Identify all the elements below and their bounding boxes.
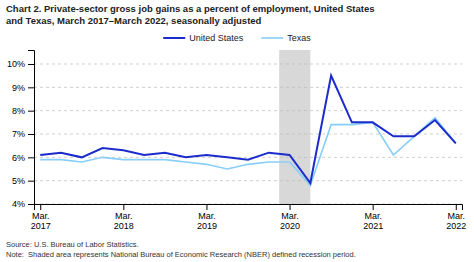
y-tick-label: 4% [12,199,25,209]
x-tick-label-line: 2017 [31,221,51,231]
legend-label: United States [189,33,244,43]
x-tick: Mar.2018 [114,204,134,231]
y-tick-mark [28,64,34,65]
x-tick: Mar.2019 [197,204,217,231]
legend-swatch [261,37,283,39]
grid-line [34,180,462,181]
series-line [40,118,456,186]
legend-label: Texas [287,33,311,43]
y-tick-label: 9% [12,83,25,93]
y-tick: 10% [7,59,34,69]
x-tick-label-line: Mar. [115,211,133,221]
x-tick: Mar.2022 [446,204,466,231]
title-line: Chart 2. Private-sector gross job gains … [6,3,375,14]
x-tick-label: Mar.2019 [197,211,217,231]
y-tick-label: 6% [12,153,25,163]
legend-item: United States [163,33,244,43]
grid-line [34,134,462,135]
y-tick-mark [28,157,34,158]
x-tick: Mar.2021 [363,204,383,231]
x-tick-label-line: 2021 [363,221,383,231]
grid-line [34,204,462,205]
y-tick: 9% [12,83,34,93]
x-axis: Mar.2017Mar.2018Mar.2019Mar.2020Mar.2021… [31,204,467,231]
x-tick-label-line: Mar. [364,211,382,221]
x-tick-label-line: 2020 [280,221,300,231]
x-tick-label: Mar.2018 [114,211,134,231]
x-tick: Mar.2017 [31,204,51,231]
x-tick: Mar.2020 [280,204,300,231]
x-tick-mark [290,204,291,210]
x-tick-mark [40,204,41,210]
y-tick-mark [28,87,34,88]
source-note-line: Note: Shaded area represents National Bu… [6,250,356,259]
y-tick: 8% [12,106,34,116]
title-line: and Texas, March 2017–March 2022, season… [6,15,262,26]
x-tick-label-line: Mar. [281,211,299,221]
y-axis-line [28,51,35,205]
y-tick: 6% [12,153,34,163]
x-tick-label-line: Mar. [32,211,50,221]
y-tick: 7% [12,129,34,139]
y-tick-mark [28,204,34,205]
y-tick-label: 7% [12,129,25,139]
x-tick-label: Mar.2022 [446,211,466,231]
x-tick-mark [373,204,374,210]
title: Chart 2. Private-sector gross job gains … [6,3,375,26]
y-axis: 4% 5% 6% 7% 8% 9% 10% [7,51,35,210]
y-tick-label: 8% [12,106,25,116]
y-tick: 4% [12,199,34,209]
grid-line [34,64,462,65]
x-tick-label: Mar.2021 [363,211,383,231]
y-tick-mark [28,181,34,182]
grid [34,64,462,204]
legend: United States Texas [163,33,311,43]
y-tick: 5% [12,176,34,186]
x-tick-label-line: 2018 [114,221,134,231]
chart-svg: Chart 2. Private-sector gross job gains … [0,0,474,262]
plot-area [34,50,462,204]
grid-line [34,110,462,111]
grid-line [34,87,462,88]
y-tick-mark [28,111,34,112]
x-tick-label-line: Mar. [448,211,466,221]
y-tick-label: 5% [12,176,25,186]
x-tick-label-line: Mar. [198,211,216,221]
x-tick-mark [123,204,124,210]
y-tick-label: 10% [7,59,25,69]
y-tick-mark [28,134,34,135]
x-tick-label-line: 2019 [197,221,217,231]
legend-swatch [163,37,185,39]
chart-container: Chart 2. Private-sector gross job gains … [0,0,474,262]
x-tick-mark [456,204,457,210]
x-tick-mark [206,204,207,210]
x-axis-line [35,205,463,211]
legend-item: Texas [261,33,311,43]
x-tick-label-line: 2022 [446,221,466,231]
series-line [40,76,456,183]
source-note-line: Source: U.S. Bureau of Labor Statistics. [6,240,139,249]
x-tick-label: Mar.2020 [280,211,300,231]
source-note: Source: U.S. Bureau of Labor Statistics.… [6,240,356,259]
x-tick-label: Mar.2017 [31,211,51,231]
